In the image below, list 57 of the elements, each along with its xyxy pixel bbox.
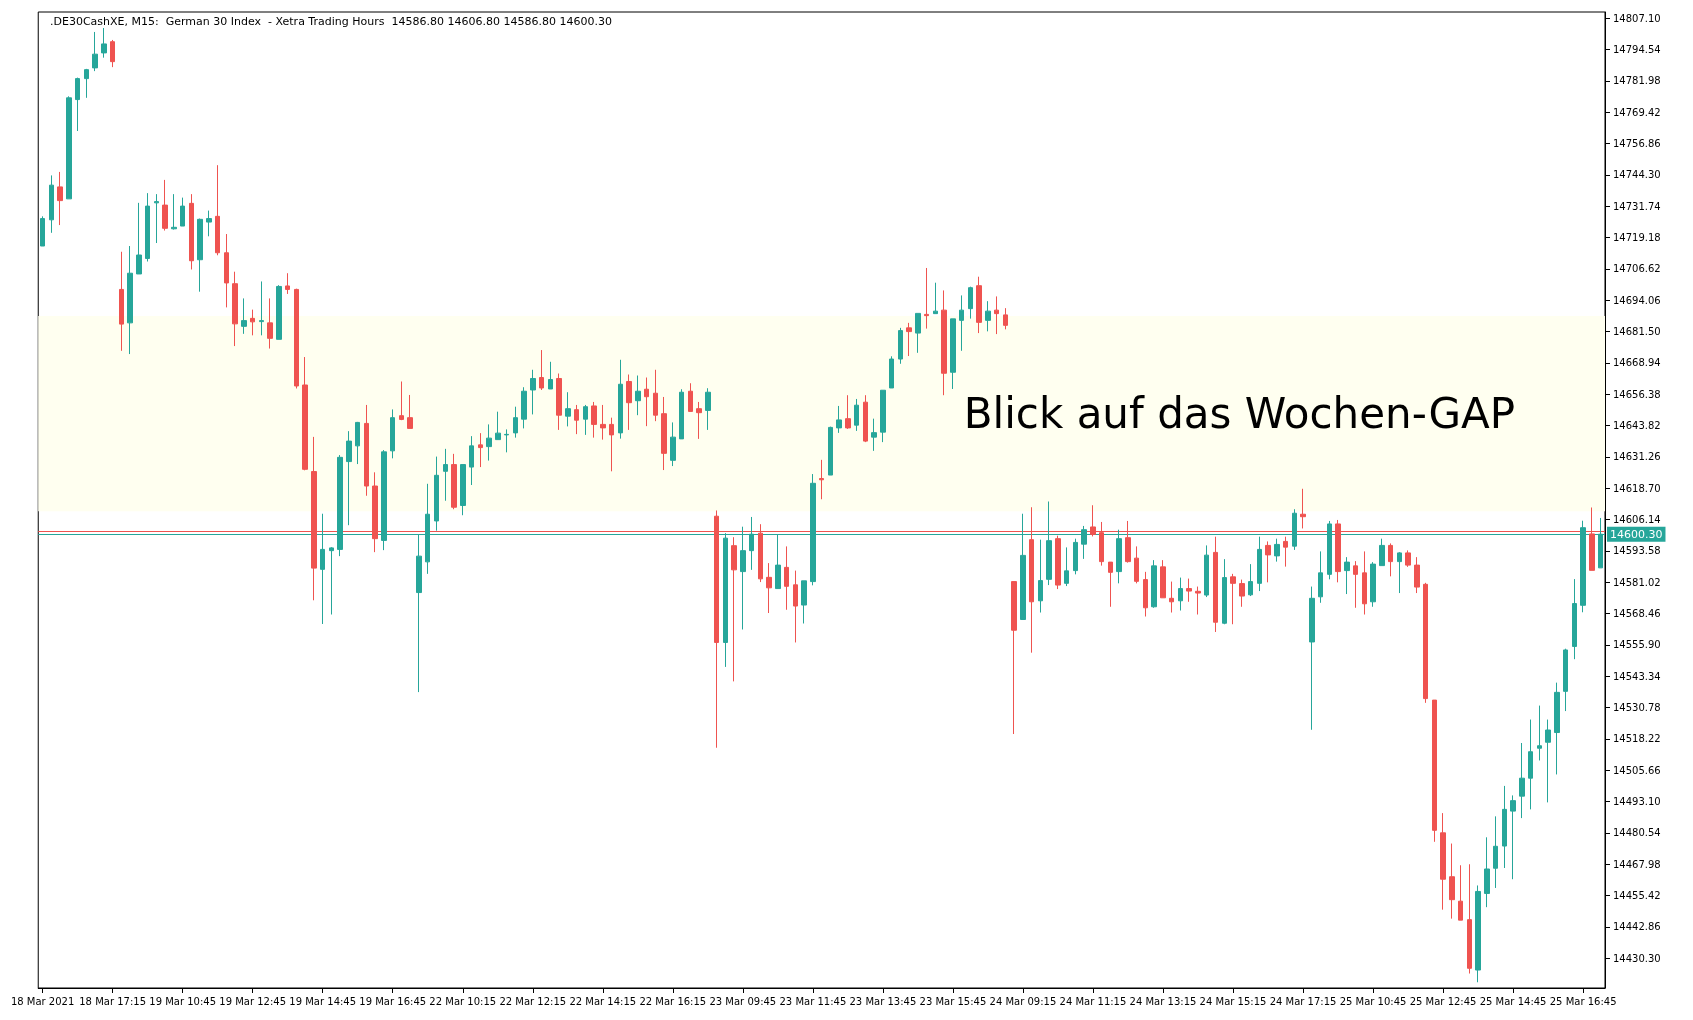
- y-tick-label: 14794.54: [1613, 44, 1661, 56]
- x-tick-label: 24 Mar 17:15: [1269, 995, 1337, 1007]
- x-tick-label: 24 Mar 13:15: [1129, 995, 1197, 1007]
- x-tick-label: 25 Mar 14:45: [1479, 995, 1547, 1007]
- y-tick-label: 14668.94: [1613, 357, 1661, 369]
- y-tick-label: 14442.86: [1613, 921, 1661, 933]
- x-tick-label: 25 Mar 16:45: [1549, 995, 1617, 1007]
- y-tick-label: 14493.10: [1613, 796, 1661, 808]
- y-tick-label: 14530.78: [1613, 702, 1661, 714]
- x-tick-label: 23 Mar 11:45: [779, 995, 847, 1007]
- y-tick-label: 14631.26: [1613, 451, 1661, 463]
- x-tick-label: 19 Mar 16:45: [359, 995, 427, 1007]
- y-tick-label: 14731.74: [1613, 200, 1661, 212]
- y-tick-label: 14756.86: [1613, 138, 1661, 150]
- y-tick-label: 14555.90: [1613, 639, 1661, 651]
- ref-line-label: 14600.30: [1610, 527, 1663, 541]
- x-tick-label: 23 Mar 13:45: [849, 995, 917, 1007]
- y-tick-label: 14467.98: [1613, 858, 1661, 870]
- x-tick-label: 19 Mar 14:45: [289, 995, 357, 1007]
- x-tick-label: 22 Mar 14:15: [569, 995, 637, 1007]
- y-tick-label: 14618.70: [1613, 482, 1661, 494]
- y-tick-label: 14744.30: [1613, 169, 1661, 181]
- x-tick-label: 19 Mar 12:45: [219, 995, 287, 1007]
- y-tick-label: 14543.34: [1613, 670, 1661, 682]
- y-tick-label: 14581.02: [1613, 576, 1661, 588]
- x-tick-label: 24 Mar 11:15: [1059, 995, 1127, 1007]
- x-tick-label: 18 Mar 2021: [10, 995, 75, 1007]
- band-label: Blick auf das Wochen-GAP: [963, 389, 1515, 439]
- y-tick-label: 14643.82: [1613, 420, 1661, 432]
- y-tick-label: 14606.14: [1613, 514, 1661, 526]
- y-tick-label: 14719.18: [1613, 232, 1661, 244]
- x-tick-label: 23 Mar 15:45: [919, 995, 987, 1007]
- y-tick-label: 14781.98: [1613, 75, 1661, 87]
- x-tick-label: 22 Mar 10:15: [429, 995, 497, 1007]
- x-tick-label: 18 Mar 17:15: [79, 995, 147, 1007]
- y-tick-label: 14455.42: [1613, 890, 1661, 902]
- y-tick-label: 14807.10: [1613, 12, 1661, 24]
- y-tick-label: 14518.22: [1613, 733, 1661, 745]
- y-tick-label: 14769.42: [1613, 106, 1661, 118]
- y-tick-label: 14656.38: [1613, 388, 1661, 400]
- x-tick-label: 19 Mar 10:45: [149, 995, 217, 1007]
- y-tick-label: 14694.06: [1613, 294, 1661, 306]
- y-tick-label: 14706.62: [1613, 263, 1661, 275]
- chart-title: .DE30CashXE, M15: German 30 Index - Xetra Trading Hours 14586.80 14606.80 14586.80 14600.30: [50, 15, 612, 28]
- x-tick-label: 22 Mar 16:15: [639, 995, 707, 1007]
- y-tick-label: 14505.66: [1613, 764, 1661, 776]
- y-tick-label: 14568.46: [1613, 608, 1661, 620]
- x-tick-label: 24 Mar 09:15: [989, 995, 1057, 1007]
- x-tick-label: 25 Mar 10:45: [1339, 995, 1407, 1007]
- y-tick-label: 14681.50: [1613, 326, 1661, 338]
- y-tick-label: 14430.30: [1613, 952, 1661, 964]
- x-tick-label: 24 Mar 15:15: [1199, 995, 1267, 1007]
- y-tick-label: 14480.54: [1613, 827, 1661, 839]
- y-tick-label: 14593.58: [1613, 545, 1661, 557]
- x-tick-label: 23 Mar 09:45: [709, 995, 777, 1007]
- x-tick-label: 22 Mar 12:15: [499, 995, 567, 1007]
- x-tick-label: 25 Mar 12:45: [1409, 995, 1477, 1007]
